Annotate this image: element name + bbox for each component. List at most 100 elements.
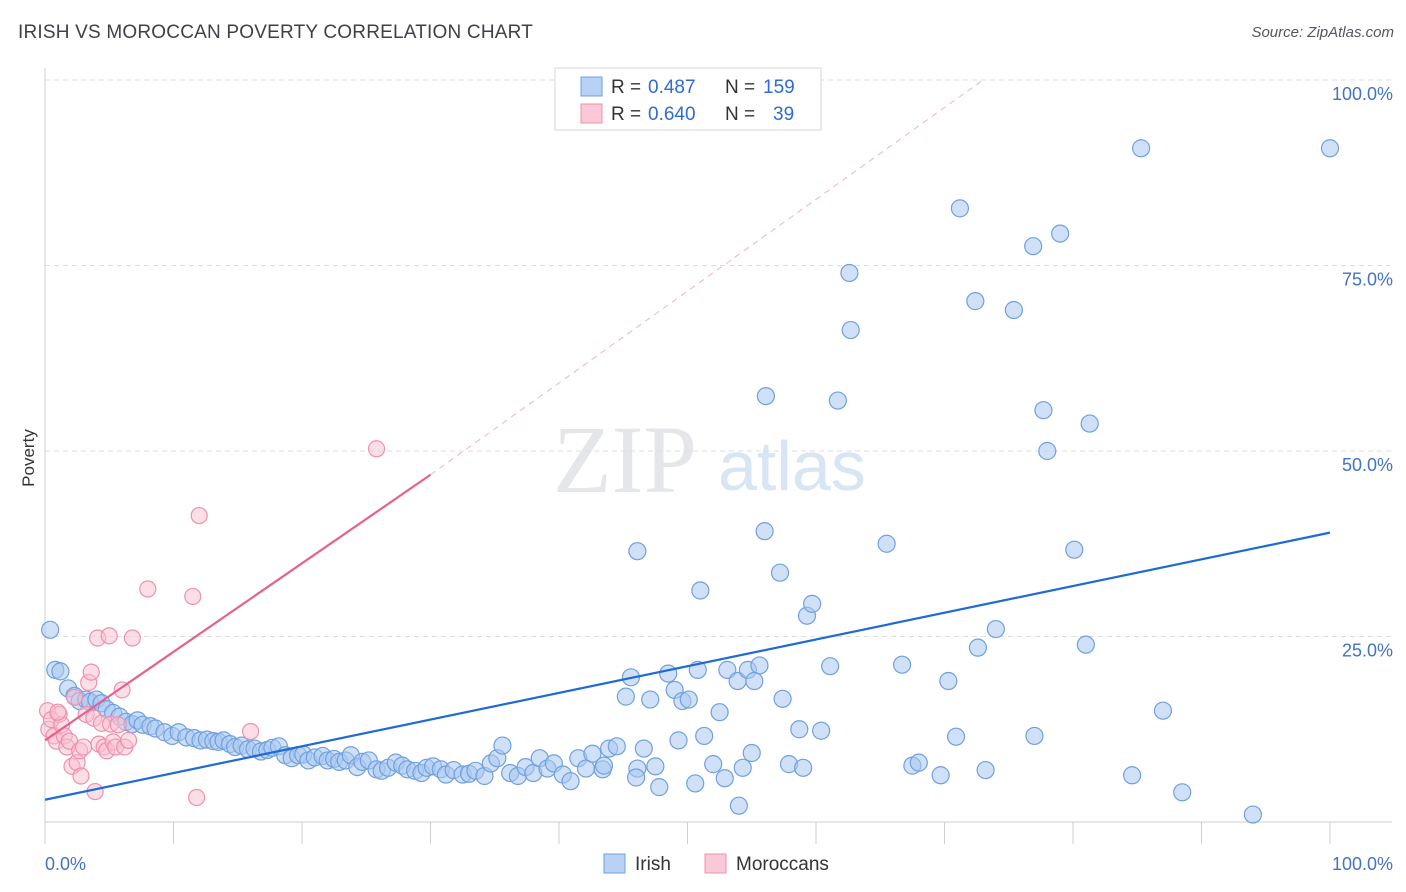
irish-point <box>946 727 966 746</box>
watermark-zip: ZIP <box>553 406 697 513</box>
irish-point <box>812 721 831 740</box>
moroccan-bottom-label: Moroccans <box>736 854 829 875</box>
irish-point <box>646 757 665 776</box>
irish-point <box>1038 441 1057 461</box>
irish-point <box>892 655 912 674</box>
irish-point <box>634 739 653 758</box>
moroccan-trend-extension <box>430 79 984 476</box>
irish-point <box>718 660 737 679</box>
irish-point <box>1132 139 1151 158</box>
moroccan-point <box>74 738 93 756</box>
moroccan-bottom-swatch <box>704 853 727 874</box>
irish-point <box>755 522 774 541</box>
irish-point <box>950 199 970 218</box>
moroccan-r-value: 0.640 <box>648 104 696 125</box>
moroccan-point <box>65 688 84 706</box>
axes <box>44 68 1392 844</box>
irish-point <box>794 758 813 777</box>
irish-point <box>594 756 614 775</box>
irish-point <box>742 743 761 763</box>
irish-point <box>1004 300 1023 320</box>
irish-point <box>493 736 512 755</box>
moroccan-point <box>49 703 67 721</box>
irish-point <box>1076 635 1095 654</box>
irish-point <box>976 760 995 780</box>
irish-point <box>1320 139 1340 158</box>
irish-point <box>715 769 734 788</box>
irish-point <box>986 619 1006 639</box>
trend-lines <box>44 79 1331 801</box>
moroccan-point <box>367 440 386 458</box>
irish-point <box>659 664 678 683</box>
irish-point <box>1173 783 1192 802</box>
y-tick-label: 25.0% <box>1342 641 1393 661</box>
irish-point <box>877 534 896 553</box>
series-moroccan <box>38 440 386 807</box>
irish-point <box>561 772 580 791</box>
irish-point <box>841 320 860 340</box>
irish-point <box>1025 726 1044 746</box>
irish-point <box>583 744 602 763</box>
chart-title: IRISH VS MOROCCAN POVERTY CORRELATION CH… <box>18 22 533 43</box>
moroccan-point <box>188 788 206 807</box>
moroccan-n-label: N = <box>725 104 755 125</box>
irish-point <box>669 731 688 750</box>
irish-n-label: N = <box>725 77 755 98</box>
irish-point <box>628 542 647 561</box>
x-tick-label-min: 0.0% <box>45 854 86 874</box>
irish-trend-line <box>44 531 1331 801</box>
irish-bottom-swatch <box>603 853 626 874</box>
y-tick-label: 50.0% <box>1342 455 1393 475</box>
irish-r-value: 0.487 <box>648 77 696 98</box>
moroccan-n-value: 39 <box>773 104 794 125</box>
irish-point <box>745 671 764 691</box>
irish-point <box>790 720 809 739</box>
y-tick-label: 75.0% <box>1342 270 1393 290</box>
watermark-atlas: atlas <box>718 427 866 505</box>
irish-point <box>1065 540 1084 559</box>
irish-point <box>710 703 729 722</box>
stats-legend: R = 0.487 N = 159 R = 0.640 N = 39 <box>554 67 822 131</box>
y-axis-label: Poverty <box>19 429 38 487</box>
irish-point <box>1243 805 1263 824</box>
y-tick-label: 100.0% <box>1332 84 1393 104</box>
irish-point <box>607 737 626 756</box>
irish-bottom-label: Irish <box>635 854 671 875</box>
irish-point <box>1080 414 1099 433</box>
x-tick-label-max: 100.0% <box>1332 854 1393 874</box>
irish-point <box>1034 401 1053 420</box>
irish-point <box>966 292 985 311</box>
moroccan-point <box>242 722 260 741</box>
series-irish <box>41 139 1340 824</box>
irish-point <box>704 755 723 774</box>
irish-point <box>931 766 950 785</box>
irish-point <box>840 263 859 283</box>
irish-point <box>773 689 792 708</box>
irish-point <box>821 657 840 676</box>
moroccan-trend-line <box>44 473 432 742</box>
gridlines <box>45 79 1392 637</box>
irish-point <box>803 594 822 613</box>
irish-point <box>695 726 714 746</box>
irish-point <box>691 581 710 600</box>
moroccan-point <box>100 627 118 645</box>
irish-point <box>1153 701 1173 720</box>
irish-point <box>616 687 635 706</box>
irish-point <box>650 778 669 797</box>
irish-point <box>968 638 988 657</box>
moroccan-r-label: R = <box>611 104 641 125</box>
irish-point <box>828 391 847 410</box>
irish-point <box>41 620 60 639</box>
irish-point <box>729 796 749 815</box>
irish-point <box>51 662 70 681</box>
series-legend: Irish Moroccans <box>603 853 829 875</box>
irish-point <box>679 690 698 709</box>
irish-point <box>1123 766 1142 785</box>
moroccan-point <box>184 587 202 606</box>
moroccan-point <box>72 767 90 785</box>
irish-r-label: R = <box>611 77 641 98</box>
irish-point <box>770 563 790 582</box>
irish-point <box>626 768 646 787</box>
irish-point <box>641 690 660 709</box>
